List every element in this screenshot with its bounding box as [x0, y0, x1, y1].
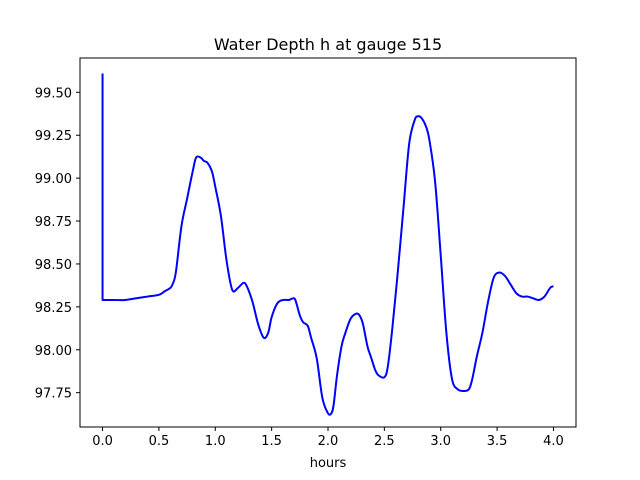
plot-frame	[79, 57, 577, 428]
y-tick-label: 99.25	[35, 129, 72, 144]
x-tick-label: 4.0	[543, 434, 564, 449]
y-tick-label: 99.00	[35, 172, 72, 187]
x-tick-label: 1.5	[261, 434, 282, 449]
y-tick-label: 99.50	[35, 86, 72, 101]
y-tick-label: 98.00	[35, 344, 72, 359]
y-tick-label: 98.50	[35, 258, 72, 273]
series-line-0	[101, 73, 554, 416]
x-tick-label: 3.0	[430, 434, 451, 449]
x-tick-label: 0.0	[92, 434, 113, 449]
x-tick-label: 3.5	[487, 434, 508, 449]
x-axis-label: hours	[310, 456, 347, 471]
y-tick-label: 98.25	[35, 301, 72, 316]
y-tick-label: 97.75	[35, 387, 72, 402]
x-tick-label: 1.0	[205, 434, 226, 449]
x-tick-label: 2.0	[318, 434, 339, 449]
chart-title: Water Depth h at gauge 515	[214, 35, 442, 54]
x-tick-label: 0.5	[149, 434, 170, 449]
x-tick-label: 2.5	[374, 434, 395, 449]
y-tick-label: 98.75	[35, 215, 72, 230]
